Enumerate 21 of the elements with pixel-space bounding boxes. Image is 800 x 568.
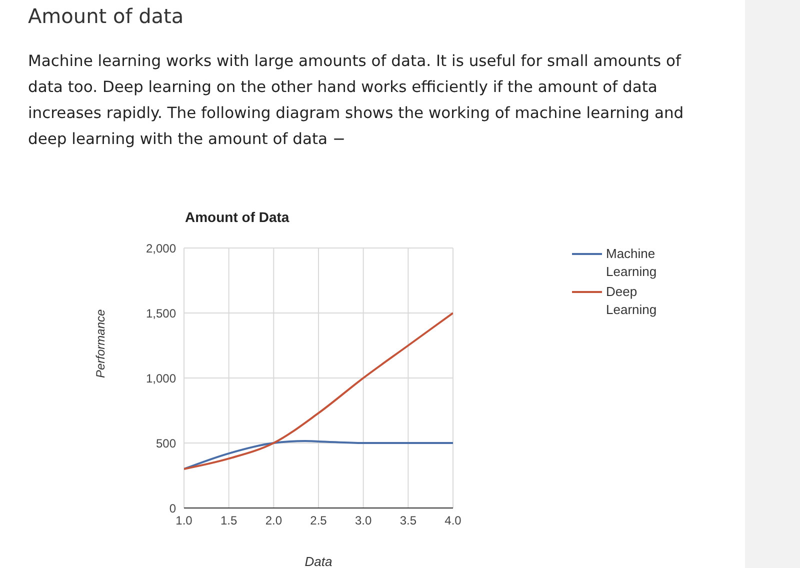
x-tick-label: 3.0 xyxy=(354,514,372,528)
legend-label: Deep Learning xyxy=(606,283,658,319)
x-tick-label: 3.5 xyxy=(400,514,417,528)
x-tick-label: 2.5 xyxy=(310,514,328,528)
y-tick-label: 1,000 xyxy=(146,371,176,386)
text: Machine learning works with large amounts of data. It is useful for small amounts of data too. Deep learning on the other hand works efficiently if the amount of data increases rapidly. The following diagram shows the working of machine learning and deep learning with the amount of data − xyxy=(28,51,685,150)
x-tick-label: 2.0 xyxy=(265,514,282,528)
y-axis-title: Performance xyxy=(93,308,108,378)
y-tick-label: 0 xyxy=(169,501,176,516)
line-series xyxy=(184,312,453,470)
line-series xyxy=(184,440,453,470)
chart-title: Amount of Data xyxy=(185,209,290,225)
y-tick-label: 1,500 xyxy=(146,306,176,320)
x-tick-label: 1.0 xyxy=(176,514,193,528)
x-tick-label: 1.5 xyxy=(220,514,238,528)
text: Amount of data xyxy=(28,4,184,28)
x-axis-title: Data xyxy=(304,554,332,568)
legend-label: Machine Learning xyxy=(606,245,658,281)
x-tick-label: 4.0 xyxy=(444,514,462,528)
y-tick-label: 2,000 xyxy=(146,241,176,256)
y-tick-label: 500 xyxy=(156,436,176,450)
